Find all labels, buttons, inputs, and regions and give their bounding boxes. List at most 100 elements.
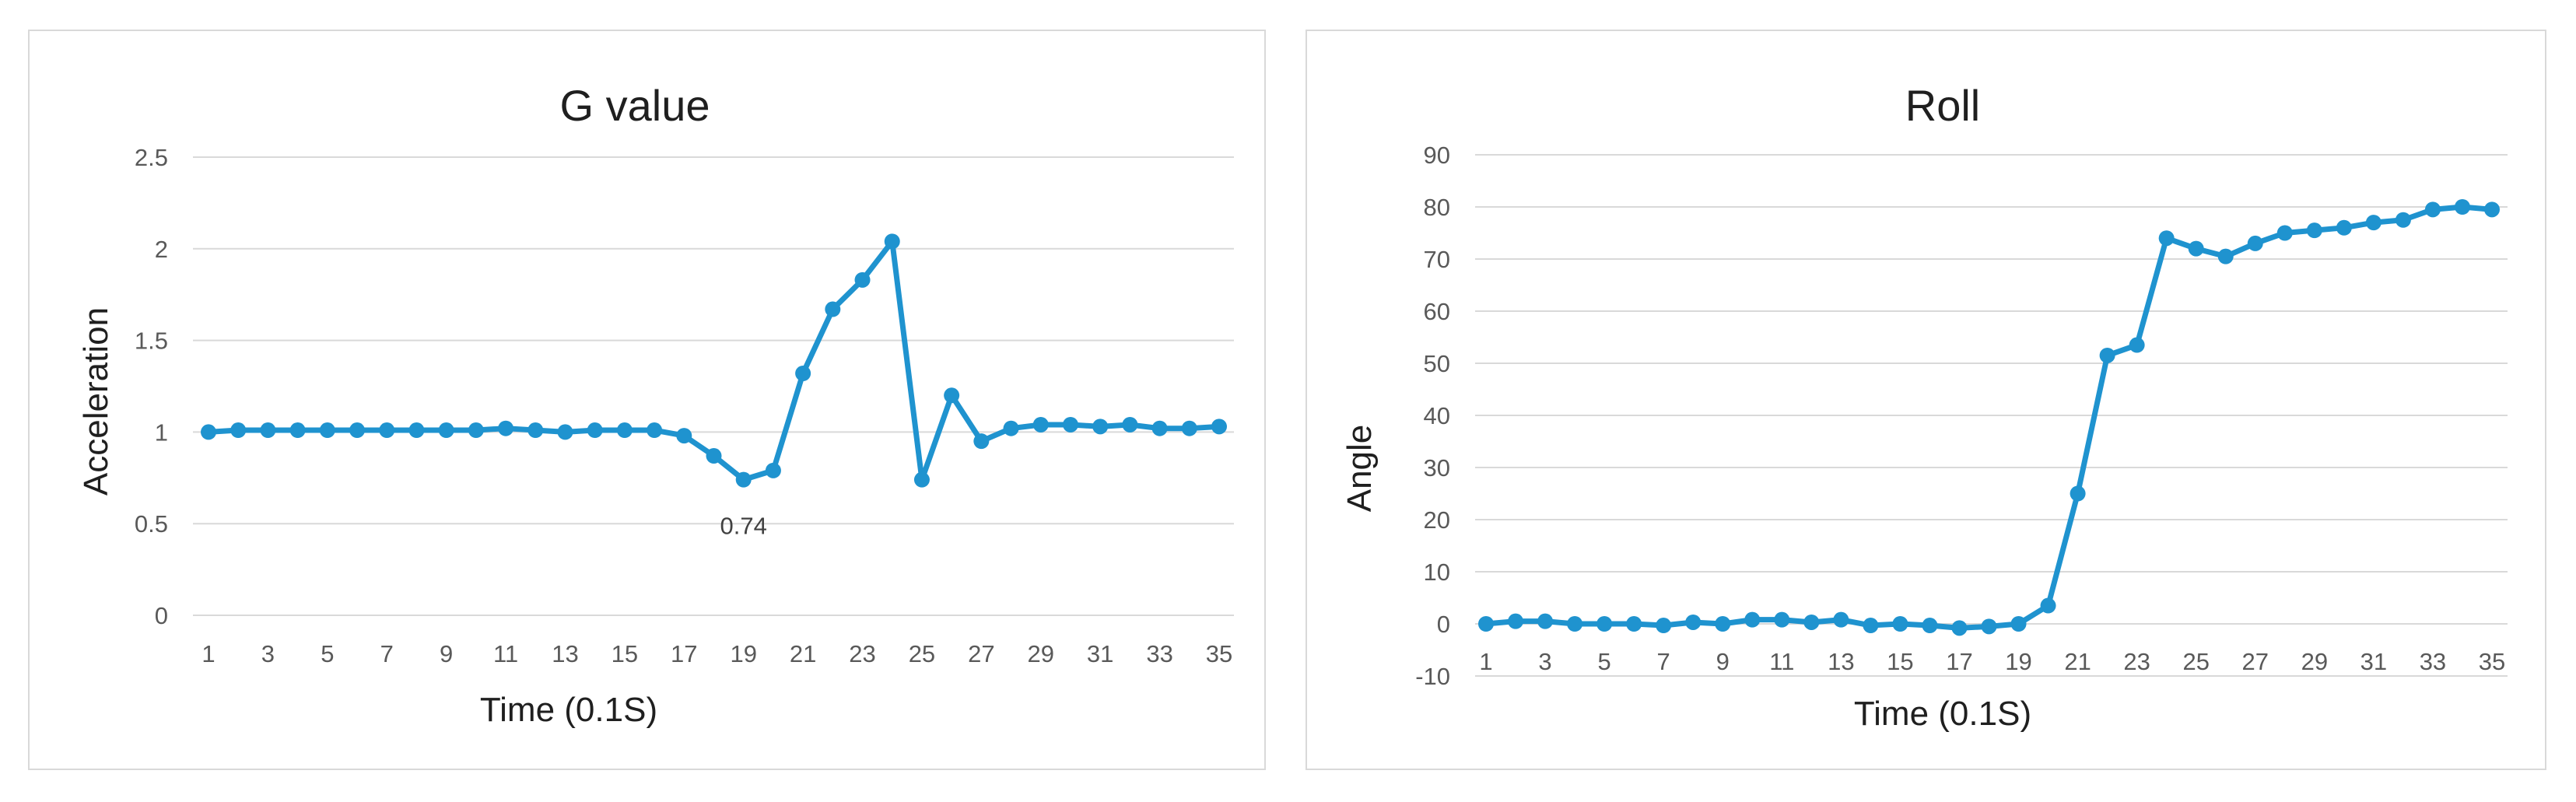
x-tick-label: 33 [2420, 648, 2446, 675]
data-point [1656, 618, 1672, 634]
x-tick-label: 9 [440, 640, 453, 667]
data-point [765, 462, 781, 478]
x-tick-label: 11 [1769, 648, 1794, 675]
chart-title: G value [560, 81, 710, 130]
data-point [2040, 597, 2056, 614]
chart-panel-g-value: G value Time (0.1S) Acceleration 0 0.5 1 1.… [28, 30, 1266, 770]
x-tick-label: 33 [1146, 640, 1172, 667]
data-point [1981, 618, 1997, 635]
data-point [2365, 215, 2381, 231]
x-tick-label: 23 [849, 640, 875, 667]
x-tick-label: 23 [2123, 648, 2150, 675]
data-point [260, 422, 276, 439]
y-tick-label: 2 [155, 236, 168, 263]
data-point [557, 424, 573, 440]
y-tick-label: 1.5 [135, 327, 168, 355]
data-point [379, 422, 395, 439]
data-point [1863, 618, 1879, 634]
data-point [289, 422, 306, 439]
x-tick-label: 35 [2479, 648, 2505, 675]
data-point [1508, 613, 1524, 629]
data-point [1744, 611, 1761, 628]
data-point [2188, 240, 2204, 257]
data-point [2276, 225, 2293, 241]
x-tick-label: 29 [2301, 648, 2328, 675]
x-tick-label: 15 [1887, 648, 1913, 675]
y-tick-label: 10 [1424, 559, 1450, 586]
data-point [1062, 416, 1078, 433]
x-tick-label: 3 [1538, 648, 1551, 675]
data-point [616, 422, 633, 439]
x-tick-label: 17 [671, 640, 697, 667]
data-point [706, 448, 722, 464]
data-point [1092, 419, 1109, 435]
data-point [2099, 347, 2115, 363]
data-point [201, 424, 216, 440]
x-tick-label: 31 [1087, 640, 1113, 667]
y-tick-label: 90 [1424, 142, 1450, 169]
data-point [1181, 420, 1197, 436]
chart-panel-roll: Roll Time (0.1S) Angle -10 0 10 20 30 40 50 60 7… [1306, 30, 2546, 770]
series-line [205, 238, 1222, 483]
x-tick-label: 25 [909, 640, 935, 667]
data-point [2306, 222, 2322, 239]
data-point [2247, 235, 2263, 251]
y-tick-label: 40 [1424, 402, 1450, 429]
data-point [1003, 420, 1019, 436]
data-point [1122, 416, 1138, 433]
data-point [1537, 613, 1554, 629]
data-point [2336, 219, 2352, 236]
y-axis-label: Angle [1341, 425, 1379, 513]
data-label: 0.74 [720, 513, 767, 540]
chart-title: Roll [1905, 81, 1980, 130]
x-tick-label: 17 [1946, 648, 1972, 675]
data-point [1478, 616, 1494, 632]
x-tick-label: 7 [380, 640, 394, 667]
g-value-chart: G value Time (0.1S) Acceleration 0 0.5 1 1.… [77, 81, 1234, 729]
x-tick-label: 19 [2005, 648, 2031, 675]
y-axis-label: Acceleration [77, 307, 115, 496]
data-point [438, 422, 454, 439]
x-tick-label: 31 [2360, 648, 2387, 675]
data-point [2129, 337, 2145, 353]
data-point [1833, 611, 1849, 628]
data-point [2070, 485, 2086, 502]
x-tick-label: 3 [261, 640, 275, 667]
y-tick-label: 20 [1424, 506, 1450, 534]
y-tick-label: 2.5 [135, 144, 168, 171]
x-tick-label: 1 [202, 640, 215, 667]
data-point [2010, 616, 2027, 632]
data-point [2484, 201, 2500, 218]
data-point [498, 420, 514, 436]
data-point [854, 271, 871, 288]
data-point [676, 428, 692, 444]
x-tick-label: 11 [493, 640, 518, 667]
data-point [795, 366, 811, 382]
data-point [1151, 420, 1168, 436]
data-point [468, 422, 484, 439]
x-tick-label: 5 [1597, 648, 1610, 675]
data-point [1774, 611, 1790, 628]
data-point [1685, 614, 1702, 630]
data-point [1951, 620, 1968, 636]
data-point [1715, 616, 1731, 632]
data-point [1596, 616, 1613, 632]
data-point [1922, 618, 1938, 634]
y-tick-label: 0 [1437, 611, 1450, 638]
x-tick-label: 7 [1657, 648, 1670, 675]
y-tick-label: 60 [1424, 298, 1450, 325]
data-point [2395, 212, 2411, 228]
x-tick-label: 21 [2064, 648, 2091, 675]
x-tick-label: 5 [321, 640, 334, 667]
data-point [884, 233, 900, 250]
y-tick-label: 0.5 [135, 510, 168, 538]
y-tick-label: 80 [1424, 194, 1450, 221]
data-point [1626, 616, 1642, 632]
y-tick-label: 30 [1424, 454, 1450, 482]
x-tick-label: 21 [790, 640, 816, 667]
data-point [1032, 416, 1049, 433]
x-tick-label: 29 [1028, 640, 1054, 667]
x-tick-label: 25 [2182, 648, 2209, 675]
x-tick-label: 15 [612, 640, 638, 667]
data-point [2454, 199, 2470, 215]
